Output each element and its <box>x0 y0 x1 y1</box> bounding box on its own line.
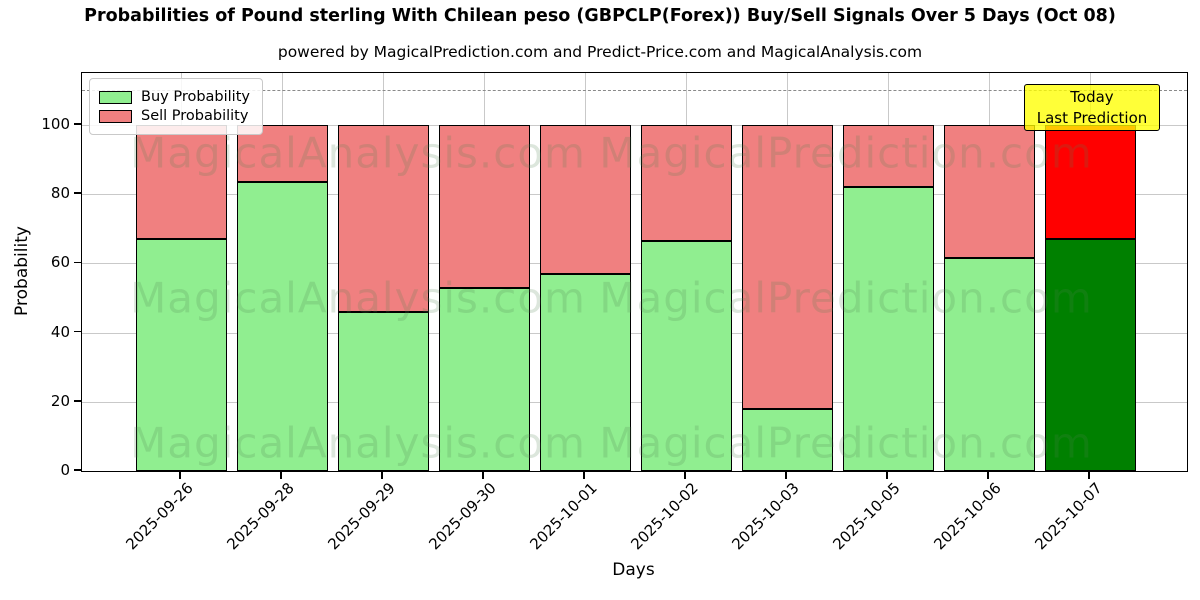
today-annotation: Today Last Prediction <box>1024 84 1160 131</box>
sell-bar-segment <box>438 124 530 288</box>
y-tick-label: 80 <box>50 184 70 203</box>
watermark-text: MagicalAnalysis.com <box>130 418 586 468</box>
x-tick-mark <box>684 471 686 479</box>
y-axis-label: Probability <box>12 226 32 316</box>
y-tick-mark <box>74 469 81 471</box>
legend-row-buy: Buy Probability <box>99 89 250 105</box>
h-gridline <box>82 124 1187 126</box>
y-tick-label: 0 <box>60 461 70 479</box>
buy-swatch-icon <box>99 90 132 104</box>
legend: Buy Probability Sell Probability <box>89 78 263 135</box>
sell-swatch-icon <box>99 109 132 123</box>
watermark-text: MagicalPrediction.com <box>599 128 1093 178</box>
legend-row-sell: Sell Probability <box>99 108 250 124</box>
threshold-dashed-line <box>82 90 1187 92</box>
sell-bar-segment <box>1044 124 1136 240</box>
x-axis-label: Days <box>612 560 655 580</box>
watermark-text: MagicalAnalysis.com <box>130 128 586 178</box>
sell-bar-segment <box>943 124 1035 259</box>
h-gridline <box>82 401 1187 403</box>
sell-bar-segment <box>741 124 833 409</box>
x-tick-mark <box>583 471 585 479</box>
buy-bar-segment <box>943 258 1035 471</box>
x-tick-mark <box>785 471 787 479</box>
sell-bar-segment <box>539 124 631 274</box>
watermark-text: MagicalPrediction.com <box>599 273 1093 323</box>
y-tick-label: 40 <box>50 322 70 341</box>
x-tick-mark <box>280 471 282 479</box>
buy-bar-segment <box>842 187 934 471</box>
plot-area: MagicalAnalysis.com MagicalPrediction.com… <box>81 72 1188 472</box>
buy-bar-segment <box>438 287 530 471</box>
h-gridline <box>82 194 1187 196</box>
x-tick-mark <box>179 471 181 479</box>
y-tick-mark <box>74 261 81 264</box>
buy-bar-segment <box>135 239 227 471</box>
sell-bar-segment <box>640 124 732 241</box>
x-tick-mark <box>886 471 888 479</box>
h-gridline <box>82 332 1187 334</box>
buy-bar-segment <box>640 240 732 471</box>
x-tick-mark <box>987 471 989 479</box>
legend-label-buy: Buy Probability <box>141 89 250 105</box>
buy-bar-segment <box>1044 239 1136 471</box>
sell-bar-segment <box>842 124 934 188</box>
legend-label-sell: Sell Probability <box>141 108 249 124</box>
y-tick-label: 20 <box>50 391 70 410</box>
x-tick-mark <box>482 471 484 479</box>
annotation-line-1: Today <box>1070 87 1114 106</box>
watermark-text: MagicalAnalysis.com <box>130 273 586 323</box>
sell-bar-segment <box>337 124 429 312</box>
buy-bar-segment <box>741 408 833 471</box>
y-tick-mark <box>74 400 81 402</box>
chart-title: Probabilities of Pound sterling With Chi… <box>84 6 1116 26</box>
chart-subtitle: powered by MagicalPrediction.com and Pre… <box>277 43 923 61</box>
h-gridline <box>82 263 1187 265</box>
buy-bar-segment <box>539 273 631 471</box>
x-tick-mark <box>1088 471 1090 479</box>
watermark-text: MagicalPrediction.com <box>599 418 1093 468</box>
y-tick-mark <box>74 123 81 125</box>
y-tick-mark <box>74 330 81 333</box>
annotation-line-2: Last Prediction <box>1036 108 1148 127</box>
x-tick-mark <box>381 471 383 479</box>
y-tick-label: 60 <box>50 253 70 272</box>
buy-bar-segment <box>337 311 429 471</box>
y-tick-label: 100 <box>41 114 70 133</box>
y-tick-mark <box>74 192 81 194</box>
buy-bar-segment <box>236 182 328 471</box>
